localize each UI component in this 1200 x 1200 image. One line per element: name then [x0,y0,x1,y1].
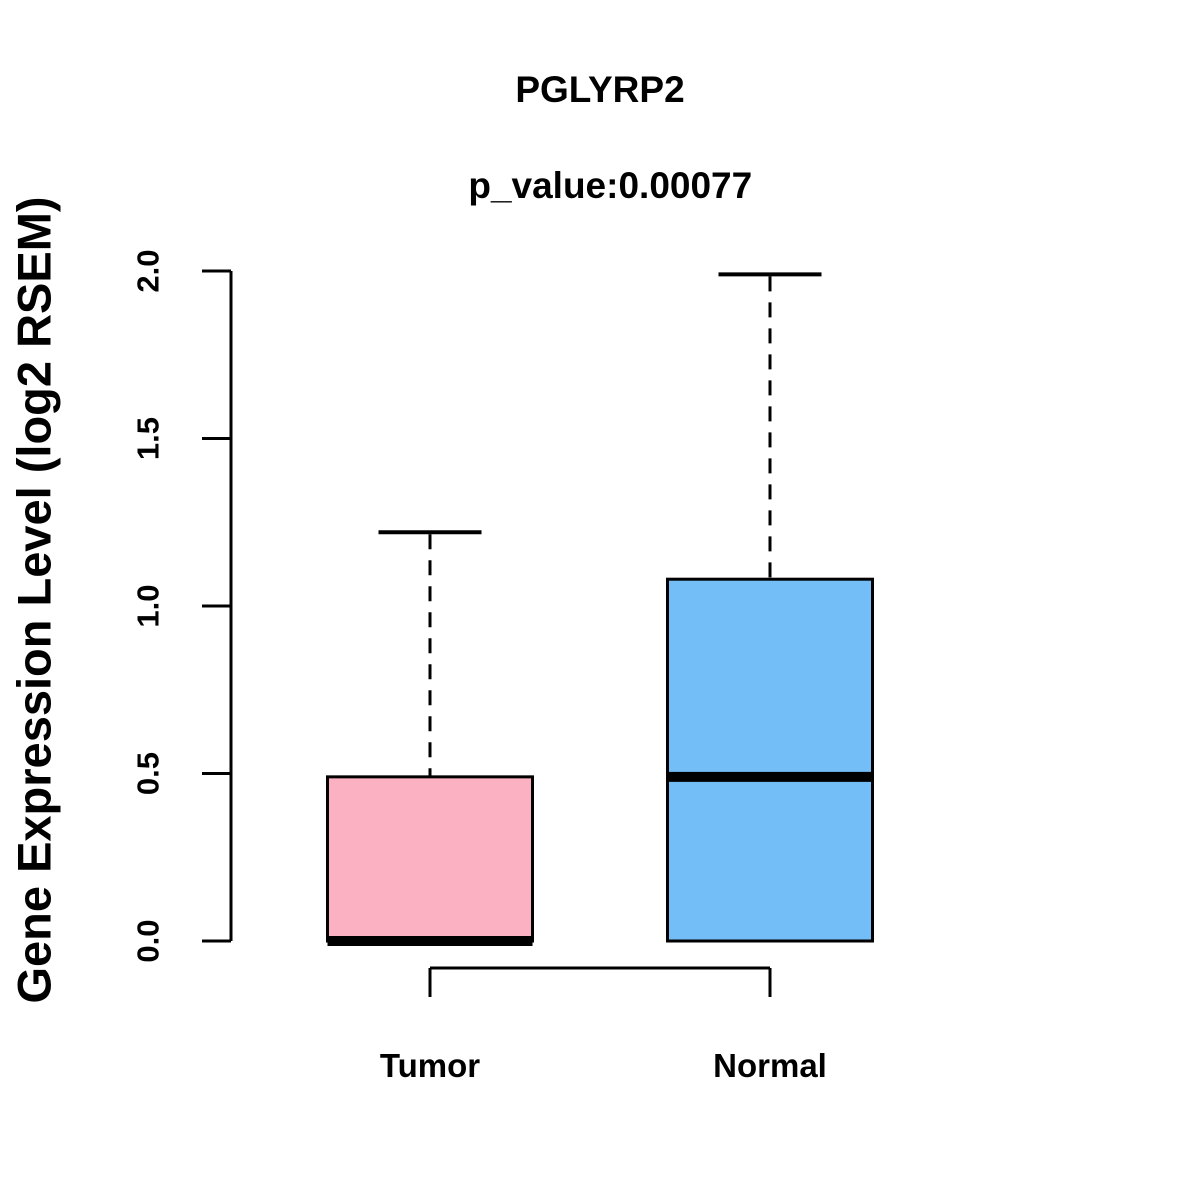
normal-box [666,577,874,943]
x-category-label-tumor: Tumor [380,1047,480,1084]
y-tick-label: 0.0 [131,919,166,962]
chart-subtitle: p_value:0.00077 [468,165,753,206]
y-tick-label: 0.5 [131,752,166,795]
y-tick-label: 2.0 [131,249,166,292]
x-category-label-normal: Normal [713,1047,827,1084]
chart-title: PGLYRP2 [515,69,685,110]
y-tick-label: 1.0 [131,584,166,627]
y-tick-label: 1.5 [131,417,166,460]
tumor-box [326,775,534,943]
chart-title-block: PGLYRP2 p_value:0.00077 [0,66,1200,210]
